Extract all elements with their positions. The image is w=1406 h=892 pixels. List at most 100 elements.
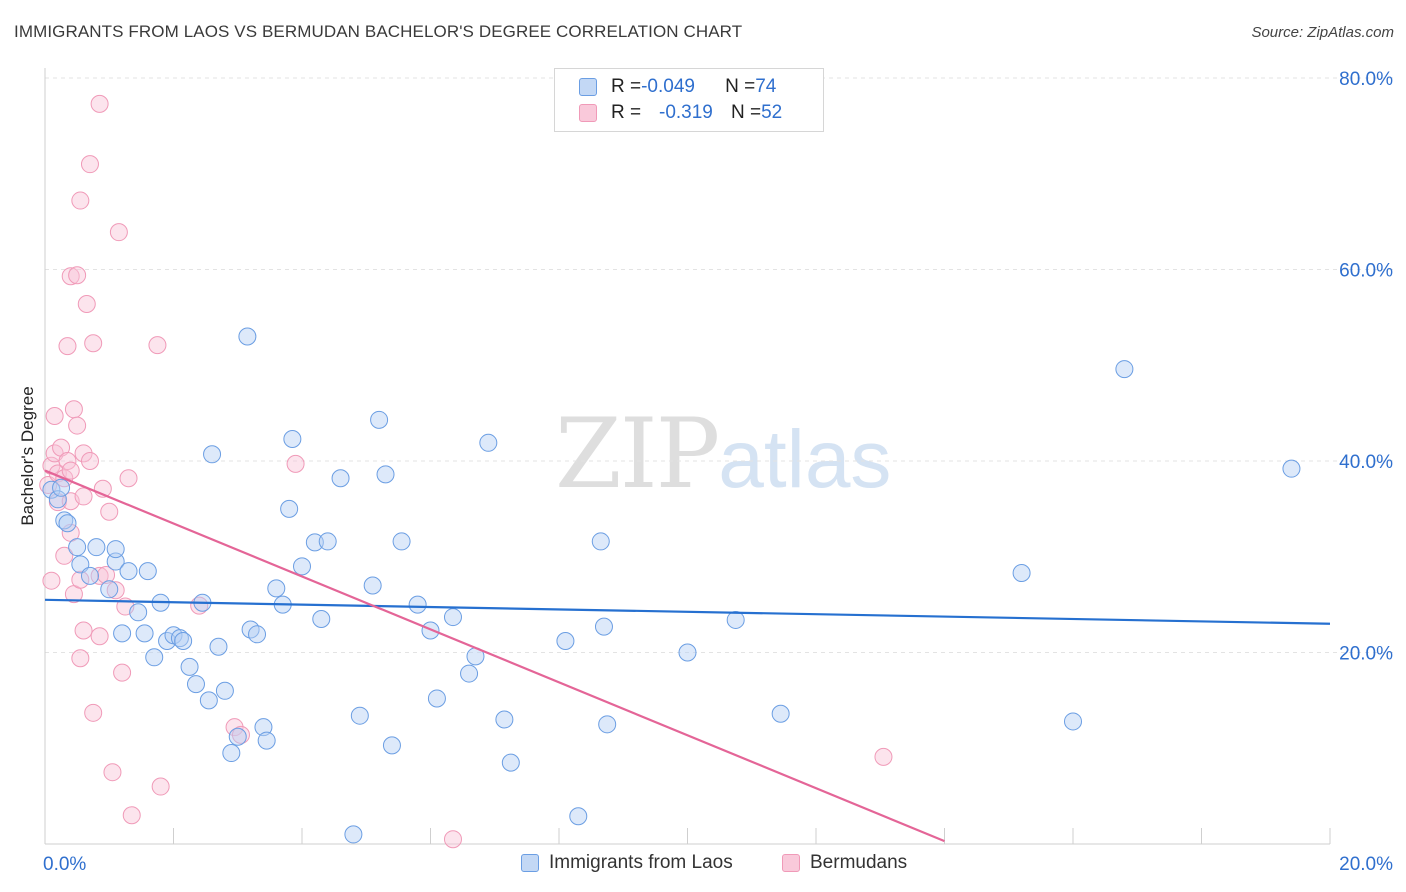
bermudans-point bbox=[100, 502, 119, 521]
bermudans-point bbox=[190, 596, 209, 615]
laos-points bbox=[42, 327, 1301, 844]
laos-point bbox=[598, 715, 617, 734]
bermudans-point bbox=[80, 155, 99, 174]
laos-point bbox=[257, 731, 276, 750]
bermudans-point bbox=[151, 777, 170, 796]
laos-point bbox=[174, 632, 193, 651]
bermudans-point bbox=[61, 461, 80, 480]
x-tick-label: 0.0% bbox=[43, 854, 86, 875]
laos-point bbox=[556, 632, 575, 651]
laos-trend-line bbox=[44, 598, 1331, 625]
laos-point bbox=[238, 327, 257, 346]
laos-point bbox=[80, 566, 99, 585]
legend-n-value: 74 bbox=[755, 76, 777, 97]
y-axis-label: Bachelor's Degree bbox=[18, 386, 37, 526]
laos-point bbox=[312, 609, 331, 628]
laos-swatch bbox=[579, 78, 597, 96]
laos-point bbox=[138, 562, 157, 581]
laos-point bbox=[408, 595, 427, 614]
laos-point bbox=[293, 557, 311, 576]
laos-point bbox=[129, 603, 148, 622]
bermudans-point bbox=[61, 267, 80, 286]
laos-point bbox=[87, 538, 106, 557]
legend-row-laos: R = -0.049 N = 74 bbox=[579, 75, 776, 99]
bermudans-trend-line bbox=[44, 469, 945, 843]
legend-n-value: 52 bbox=[761, 102, 783, 123]
laos-point bbox=[209, 637, 228, 656]
laos-point bbox=[331, 469, 350, 488]
y-tick-label: 20.0% bbox=[1339, 644, 1393, 665]
bermudans-point bbox=[90, 94, 109, 113]
laos-point bbox=[186, 675, 205, 694]
laos-point bbox=[52, 478, 71, 497]
bermudans-point bbox=[71, 570, 90, 589]
watermark: ZIPatlas bbox=[555, 398, 891, 510]
bermudans-point bbox=[80, 452, 99, 470]
y-tick-label: 80.0% bbox=[1339, 69, 1393, 90]
stats-legend: R = -0.049 N = 74 R = -0.319 N = 52 bbox=[554, 68, 824, 132]
laos-point bbox=[363, 576, 382, 595]
laos-point bbox=[280, 499, 299, 518]
y-tick-label: 40.0% bbox=[1339, 452, 1393, 473]
laos-point bbox=[443, 608, 462, 627]
laos-point bbox=[591, 532, 610, 551]
bermudans-swatch bbox=[782, 854, 800, 872]
laos-point bbox=[344, 825, 363, 844]
bermudans-point bbox=[84, 703, 103, 722]
bottom-legend-laos-label: Immigrants from Laos bbox=[549, 852, 733, 873]
laos-point bbox=[1064, 712, 1082, 731]
laos-point bbox=[199, 691, 218, 710]
bermudans-swatch bbox=[579, 104, 597, 122]
laos-point bbox=[1282, 459, 1301, 478]
bermudans-point bbox=[74, 621, 93, 640]
bermudans-point bbox=[58, 452, 77, 470]
laos-point bbox=[135, 624, 154, 643]
bermudans-point bbox=[97, 565, 116, 584]
laos-point bbox=[370, 410, 389, 429]
laos-point bbox=[1115, 360, 1134, 379]
legend-n-label: N = bbox=[731, 102, 762, 123]
laos-point bbox=[113, 624, 132, 643]
legend-r-label: R = bbox=[611, 102, 642, 123]
tick-labels: 20.0% 40.0% 60.0% 80.0% 0.0% 20.0% bbox=[43, 69, 1393, 875]
legend-n-label: N = bbox=[725, 76, 756, 97]
bermudans-point bbox=[231, 725, 250, 744]
bermudans-point bbox=[74, 487, 93, 506]
laos-point bbox=[228, 727, 247, 746]
laos-point bbox=[460, 664, 479, 683]
bermudans-point bbox=[113, 663, 132, 682]
bermudans-point bbox=[103, 763, 122, 782]
gridlines bbox=[45, 77, 1395, 653]
laos-point bbox=[254, 718, 273, 737]
laos-point bbox=[180, 657, 199, 676]
bermudans-point bbox=[71, 191, 90, 210]
watermark-atlas: atlas bbox=[718, 414, 892, 505]
laos-point bbox=[100, 580, 119, 599]
laos-point bbox=[771, 704, 790, 723]
laos-point bbox=[68, 538, 87, 557]
laos-point bbox=[305, 533, 324, 552]
legend-row-bermudans: R = -0.319 N = 52 bbox=[579, 101, 782, 125]
legend-r-value: -0.049 bbox=[641, 76, 695, 97]
bermudans-point bbox=[58, 337, 77, 356]
bermudans-point bbox=[84, 334, 103, 353]
laos-point bbox=[427, 689, 446, 708]
bermudans-point bbox=[122, 806, 141, 825]
source-credit: Source: ZipAtlas.com bbox=[1251, 24, 1394, 41]
laos-swatch bbox=[521, 854, 539, 872]
bermudans-point bbox=[119, 469, 138, 488]
watermark-zip: ZIP bbox=[555, 398, 720, 510]
laos-point bbox=[283, 429, 302, 448]
bermudans-point bbox=[68, 416, 87, 435]
bermudans-point bbox=[90, 627, 109, 646]
bottom-legend-bermudans: Bermudans bbox=[782, 852, 907, 874]
laos-point bbox=[170, 629, 189, 648]
laos-point bbox=[569, 807, 588, 826]
laos-point bbox=[318, 532, 337, 551]
laos-point bbox=[501, 753, 520, 772]
bermudans-point bbox=[45, 406, 64, 425]
laos-point bbox=[248, 625, 267, 644]
bermudans-point bbox=[225, 718, 244, 737]
bermudans-point bbox=[55, 546, 74, 565]
y-tick-label: 60.0% bbox=[1339, 261, 1393, 282]
